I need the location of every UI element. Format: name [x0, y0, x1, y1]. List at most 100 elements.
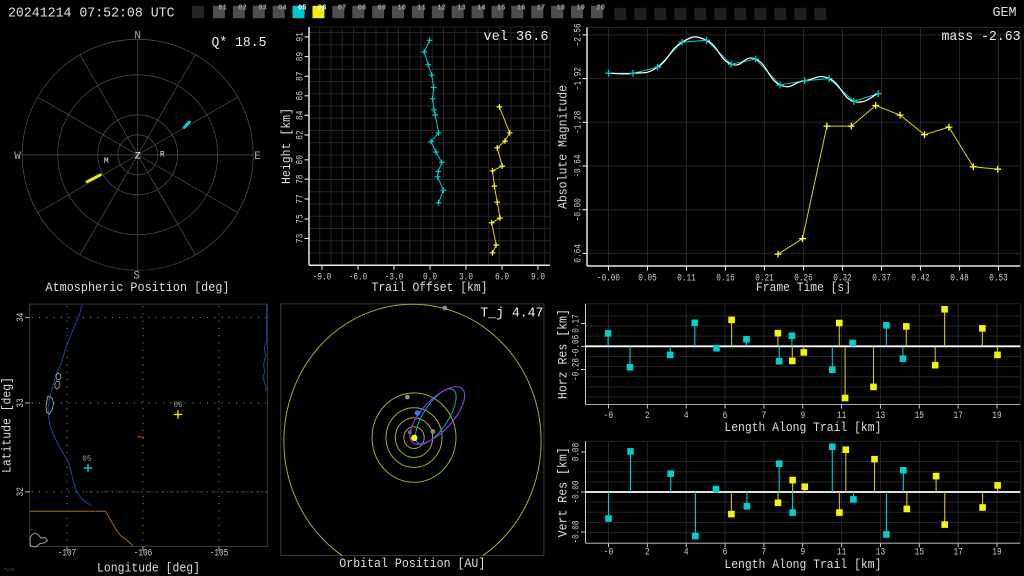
svg-text:13: 13	[876, 547, 885, 559]
svg-text:Length Along Trail [km]: Length Along Trail [km]	[724, 421, 881, 435]
svg-text:17: 17	[954, 547, 963, 559]
svg-text:18: 18	[557, 5, 566, 13]
svg-text:75: 75	[295, 214, 307, 223]
svg-text:2: 2	[645, 547, 650, 559]
svg-text:19: 19	[576, 5, 585, 13]
svg-text:0.64: 0.64	[573, 244, 585, 263]
svg-text:0.37: 0.37	[872, 272, 891, 284]
svg-text:0.42: 0.42	[911, 272, 930, 284]
svg-text:-6.0: -6.0	[349, 272, 368, 284]
svg-text:20241214 07:52:08 UTC: 20241214 07:52:08 UTC	[8, 6, 175, 22]
svg-text:15: 15	[915, 410, 924, 422]
svg-text:-0.00: -0.00	[597, 272, 620, 284]
svg-text:0.16: 0.16	[716, 272, 735, 284]
svg-text:Length Along Trail [km]: Length Along Trail [km]	[724, 558, 881, 572]
svg-text:7: 7	[762, 547, 767, 559]
svg-text:11: 11	[837, 410, 846, 422]
svg-text:-3.0: -3.0	[385, 272, 404, 284]
svg-text:13: 13	[457, 5, 466, 13]
svg-text:82: 82	[295, 130, 307, 139]
svg-text:3.0: 3.0	[459, 272, 473, 284]
svg-text:9: 9	[800, 410, 805, 422]
svg-text:0.11: 0.11	[677, 272, 696, 284]
svg-text:17: 17	[537, 5, 546, 13]
svg-text:15: 15	[497, 5, 506, 13]
svg-text:19: 19	[992, 410, 1001, 422]
svg-text:Q* 18.5: Q* 18.5	[212, 35, 267, 51]
svg-text:19: 19	[992, 547, 1001, 559]
svg-text:33: 33	[15, 398, 27, 407]
svg-text:9.0: 9.0	[531, 272, 545, 284]
svg-text:6: 6	[723, 547, 728, 559]
svg-text:E: E	[254, 151, 261, 163]
svg-text:07: 07	[338, 5, 347, 13]
svg-text:-0: -0	[604, 547, 613, 559]
svg-text:77: 77	[295, 194, 307, 203]
svg-text:-0.64: -0.64	[573, 155, 585, 178]
svg-text:11: 11	[417, 5, 426, 13]
svg-text:0.08: 0.08	[571, 443, 583, 462]
svg-text:Atmospheric Position [deg]: Atmospheric Position [deg]	[46, 281, 230, 295]
svg-text:Z: Z	[135, 152, 141, 163]
svg-text:80: 80	[295, 155, 307, 164]
svg-text:Latitude [deg]: Latitude [deg]	[1, 377, 15, 473]
svg-text:02: 02	[238, 5, 247, 13]
svg-text:Frame Time [s]: Frame Time [s]	[756, 281, 851, 295]
svg-text:9: 9	[800, 547, 805, 559]
svg-text:0.17: 0.17	[571, 314, 583, 333]
svg-text:-0.00: -0.00	[571, 481, 583, 504]
svg-text:32: 32	[15, 487, 27, 496]
svg-text:GEM: GEM	[993, 5, 1017, 21]
svg-text:-105: -105	[210, 548, 229, 560]
svg-text:0.32: 0.32	[833, 272, 852, 284]
svg-text:6: 6	[723, 410, 728, 422]
svg-text:-0.28: -0.28	[571, 358, 583, 381]
svg-text:73: 73	[295, 234, 307, 243]
svg-text:05: 05	[82, 454, 91, 464]
svg-text:Vert Res [km]: Vert Res [km]	[557, 447, 571, 537]
svg-text:08: 08	[358, 5, 367, 13]
svg-text:mass -2.63: mass -2.63	[942, 29, 1021, 45]
svg-text:14: 14	[477, 5, 486, 13]
svg-text:0.21: 0.21	[755, 272, 774, 284]
svg-text:7: 7	[762, 410, 767, 422]
svg-text:16: 16	[517, 5, 526, 13]
svg-text:0.53: 0.53	[989, 272, 1008, 284]
svg-text:6.0: 6.0	[495, 272, 509, 284]
svg-text:0.48: 0.48	[950, 272, 969, 284]
svg-text:-107: -107	[58, 548, 77, 560]
svg-text:06: 06	[318, 5, 327, 13]
svg-text:Height [km]: Height [km]	[280, 108, 294, 184]
svg-text:PyLIG: PyLIG	[5, 567, 15, 573]
svg-text:T_j 4.47: T_j 4.47	[480, 306, 543, 322]
svg-text:13: 13	[876, 410, 885, 422]
svg-text:11: 11	[837, 547, 846, 559]
svg-text:-9.0: -9.0	[313, 272, 332, 284]
svg-text:89: 89	[295, 52, 307, 61]
svg-text:-2.56: -2.56	[573, 23, 585, 46]
svg-text:20: 20	[596, 5, 605, 13]
svg-text:-0.08: -0.08	[571, 521, 583, 544]
svg-text:S: S	[133, 271, 140, 283]
svg-text:15: 15	[915, 547, 924, 559]
svg-text:09: 09	[378, 5, 387, 13]
svg-text:Trail Offset [km]: Trail Offset [km]	[372, 281, 488, 295]
svg-text:-0.00: -0.00	[573, 198, 585, 221]
svg-text:0.0: 0.0	[423, 272, 437, 284]
svg-text:N: N	[134, 31, 141, 43]
svg-text:06: 06	[174, 400, 183, 410]
svg-text:2: 2	[645, 410, 650, 422]
svg-text:-1.28: -1.28	[573, 111, 585, 134]
svg-text:04: 04	[278, 5, 287, 13]
svg-text:Longitude [deg]: Longitude [deg]	[97, 562, 200, 576]
svg-text:03: 03	[258, 5, 267, 13]
svg-text:-106: -106	[134, 548, 153, 560]
svg-text:Orbital Position [AU]: Orbital Position [AU]	[339, 557, 485, 571]
svg-text:Horz Res [km]: Horz Res [km]	[557, 309, 571, 399]
svg-text:vel 36.6: vel 36.6	[484, 29, 549, 45]
svg-text:4: 4	[684, 547, 689, 559]
svg-text:87: 87	[295, 72, 307, 81]
svg-text:R: R	[160, 150, 165, 159]
svg-text:Absolute Magnitude: Absolute Magnitude	[557, 85, 571, 209]
svg-text:34: 34	[15, 313, 27, 322]
